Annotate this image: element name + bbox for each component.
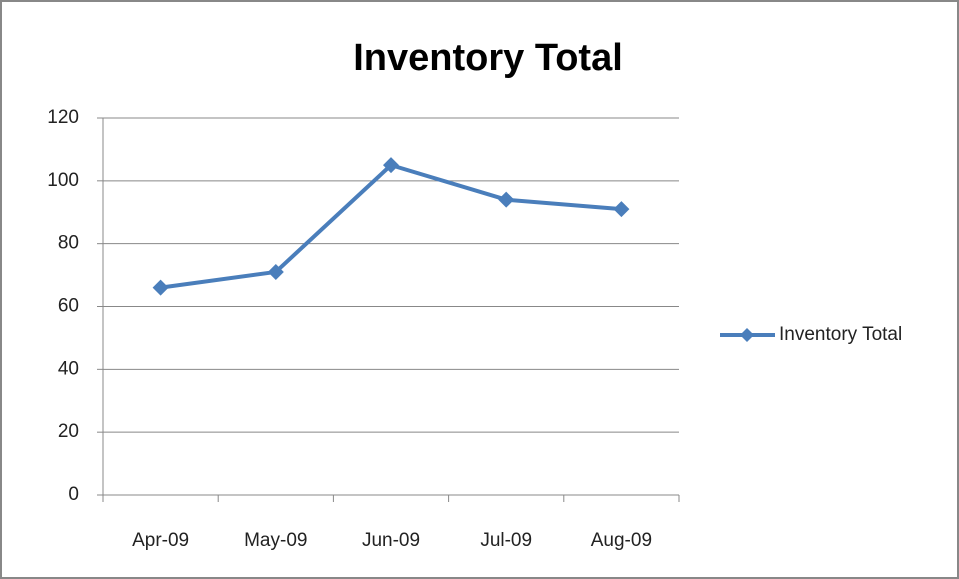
- y-tick-label: 120: [47, 107, 79, 128]
- marker: [613, 201, 630, 218]
- x-tick-label: Jul-09: [480, 530, 532, 551]
- y-tick-label: 60: [58, 296, 79, 317]
- legend-label: Inventory Total: [779, 324, 902, 345]
- y-tick-label: 0: [68, 484, 79, 505]
- marker: [267, 263, 284, 280]
- y-tick-label: 40: [58, 358, 79, 379]
- y-tick-label: 100: [47, 170, 79, 191]
- marker: [152, 279, 169, 296]
- legend-marker: [740, 328, 754, 342]
- chart-title: Inventory Total: [353, 37, 623, 79]
- y-tick-label: 80: [58, 233, 79, 254]
- x-tick-label: Aug-09: [591, 530, 652, 551]
- marker: [498, 191, 515, 208]
- x-tick-label: Jun-09: [362, 530, 420, 551]
- x-tick-label: Apr-09: [132, 530, 189, 551]
- x-tick-label: May-09: [244, 530, 307, 551]
- y-tick-label: 20: [58, 421, 79, 442]
- marker: [383, 157, 399, 174]
